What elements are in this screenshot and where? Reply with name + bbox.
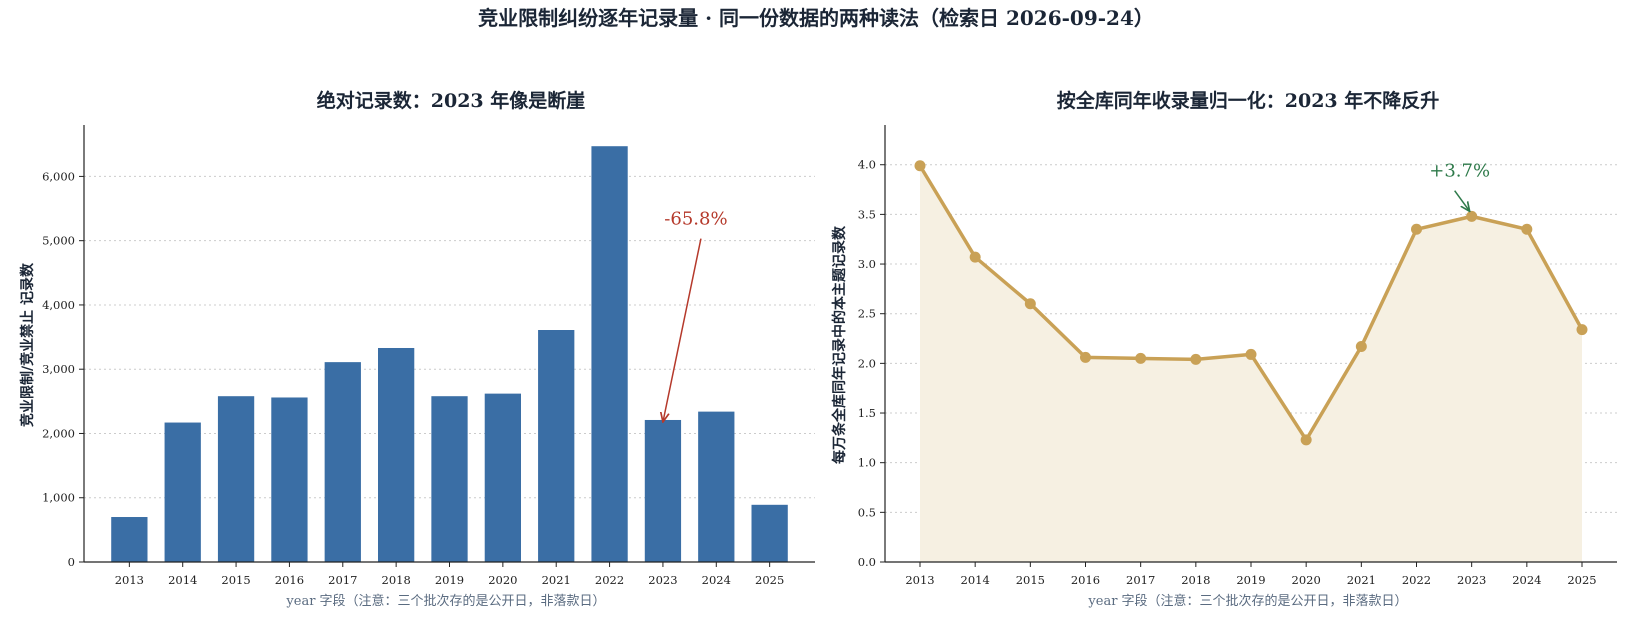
bar-chart-annotation-arrow xyxy=(663,238,702,422)
line-chart-xtick-label: 2013 xyxy=(905,573,934,587)
line-point-2024 xyxy=(1521,223,1533,235)
bar-2023 xyxy=(644,419,682,562)
bar-chart-xtick-label: 2018 xyxy=(382,573,411,587)
bar-2021 xyxy=(538,330,575,562)
line-point-2014 xyxy=(969,251,981,263)
bar-2014 xyxy=(164,422,201,562)
line-chart-xtick-label: 2020 xyxy=(1292,573,1321,587)
bar-chart-ytick-label: 4,000 xyxy=(42,298,75,312)
bar-chart-ytick-label: 3,000 xyxy=(42,362,75,376)
bar-chart-ytick-label: 6,000 xyxy=(42,169,75,183)
bar-2013 xyxy=(111,517,148,562)
line-chart-xtick-label: 2014 xyxy=(961,573,990,587)
line-chart-xtick-label: 2023 xyxy=(1457,573,1486,587)
line-point-2018 xyxy=(1190,353,1202,365)
bar-chart-xlabel: year 字段（注意：三个批次存的是公开日，非落款日） xyxy=(285,593,605,609)
line-chart-xtick-label: 2016 xyxy=(1071,573,1100,587)
bar-chart-annotation-text: -65.8% xyxy=(664,209,727,230)
line-chart-ytick-label: 4.0 xyxy=(858,158,876,172)
bar-2019 xyxy=(431,396,468,562)
bar-chart-ytick-label: 1,000 xyxy=(42,491,75,505)
figure-suptitle: 竞业限制纠纷逐年记录量 · 同一份数据的两种读法（检索日 2026-09-24） xyxy=(478,6,1154,30)
line-point-2013 xyxy=(914,160,926,172)
line-chart-series xyxy=(914,160,1588,446)
line-chart-ytick-label: 2.5 xyxy=(858,307,876,321)
line-chart-xtick-label: 2021 xyxy=(1347,573,1376,587)
line-chart-xtick-label: 2017 xyxy=(1126,573,1155,587)
line-chart-xtick-label: 2025 xyxy=(1567,573,1596,587)
bar-2020 xyxy=(484,393,521,562)
bar-chart-ytick-label: 5,000 xyxy=(42,234,75,248)
line-chart-xtick-label: 2015 xyxy=(1016,573,1045,587)
bar-chart-xtick-label: 2021 xyxy=(542,573,571,587)
line-point-2015 xyxy=(1024,298,1036,310)
line-point-2025 xyxy=(1576,324,1588,336)
bar-chart-xtick-label: 2025 xyxy=(755,573,784,587)
bar-2022 xyxy=(591,146,628,563)
line-chart-annotation: +3.7% xyxy=(1429,161,1490,212)
line-chart-ytick-label: 0.5 xyxy=(858,505,876,519)
bar-2025 xyxy=(751,504,788,562)
bar-chart-xtick-label: 2013 xyxy=(115,573,144,587)
line-chart-annotation-arrow xyxy=(1454,190,1470,212)
line-point-2021 xyxy=(1355,340,1367,352)
bar-chart-xtick-label: 2020 xyxy=(488,573,517,587)
bar-chart-xtick-label: 2019 xyxy=(435,573,464,587)
line-chart-ytick-label: 2.0 xyxy=(858,356,876,370)
line-point-2022 xyxy=(1411,223,1422,235)
line-chart-ytick-label: 3.5 xyxy=(858,207,876,221)
bar-chart-xtick-label: 2014 xyxy=(168,573,197,587)
line-chart-xtick-label: 2018 xyxy=(1181,573,1210,587)
bar-chart-xtick-label: 2017 xyxy=(328,573,357,587)
line-chart-annotation-text: +3.7% xyxy=(1429,161,1490,182)
line-chart-panel: 按全库同年收录量归一化：2023 年不降反升 0.0 0.5 1.0 1.5 2.0 2.… xyxy=(831,89,1617,609)
bar-chart-bars xyxy=(111,146,788,563)
line-chart-xtick-label: 2024 xyxy=(1512,573,1541,587)
line-chart-title: 按全库同年收录量归一化：2023 年不降反升 xyxy=(1057,89,1440,112)
line-point-2017 xyxy=(1135,352,1147,364)
bar-chart-xtick-label: 2022 xyxy=(595,573,624,587)
bar-chart-title: 绝对记录数：2023 年像是断崖 xyxy=(317,89,586,112)
line-chart-area xyxy=(920,165,1582,562)
line-chart-xtick-label: 2022 xyxy=(1402,573,1431,587)
bar-chart-ytick-label: 0 xyxy=(68,555,75,569)
line-point-2023 xyxy=(1466,210,1478,222)
bar-chart-xtick-label: 2015 xyxy=(221,573,250,587)
line-chart-xlabel: year 字段（注意：三个批次存的是公开日，非落款日） xyxy=(1087,593,1407,609)
bar-2024 xyxy=(698,411,735,562)
line-chart-ytick-label: 1.0 xyxy=(858,456,876,470)
bar-chart-xtick-label: 2016 xyxy=(275,573,304,587)
line-chart-ytick-label: 1.5 xyxy=(858,406,876,420)
line-chart-ytick-label: 3.0 xyxy=(858,257,876,271)
bar-chart-panel: 绝对记录数：2023 年像是断崖 0 1,000 2,000 3,000 4,000 5,… xyxy=(19,89,815,609)
line-point-2016 xyxy=(1080,351,1091,363)
bar-2018 xyxy=(378,347,415,562)
line-chart-ytick-label: 0.0 xyxy=(858,555,876,569)
line-chart-area-fill xyxy=(920,165,1582,562)
bar-chart-ylabel: 竞业限制/竞业禁止 记录数 xyxy=(19,262,36,427)
bar-chart-annotation: -65.8% xyxy=(663,209,728,422)
line-chart-ylabel: 每万条全库同年记录中的本主题记录数 xyxy=(831,225,848,464)
bar-chart-xtick-label: 2023 xyxy=(648,573,677,587)
line-point-2019 xyxy=(1245,348,1257,360)
bar-2015 xyxy=(217,396,255,562)
line-chart-ticks: 0.0 0.5 1.0 1.5 2.0 2.5 3.0 3.5 4.0 2013 2014 2015 2… xyxy=(858,158,1597,587)
bar-chart-ticks: 0 1,000 2,000 3,000 4,000 5,000 6,000 2013 2014 2… xyxy=(42,169,784,587)
bar-2017 xyxy=(324,362,361,562)
bar-2016 xyxy=(271,397,308,562)
bar-chart-xtick-label: 2024 xyxy=(702,573,731,587)
bar-chart-ytick-label: 2,000 xyxy=(42,426,75,440)
line-chart-xtick-label: 2019 xyxy=(1236,573,1265,587)
line-point-2020 xyxy=(1300,434,1312,446)
